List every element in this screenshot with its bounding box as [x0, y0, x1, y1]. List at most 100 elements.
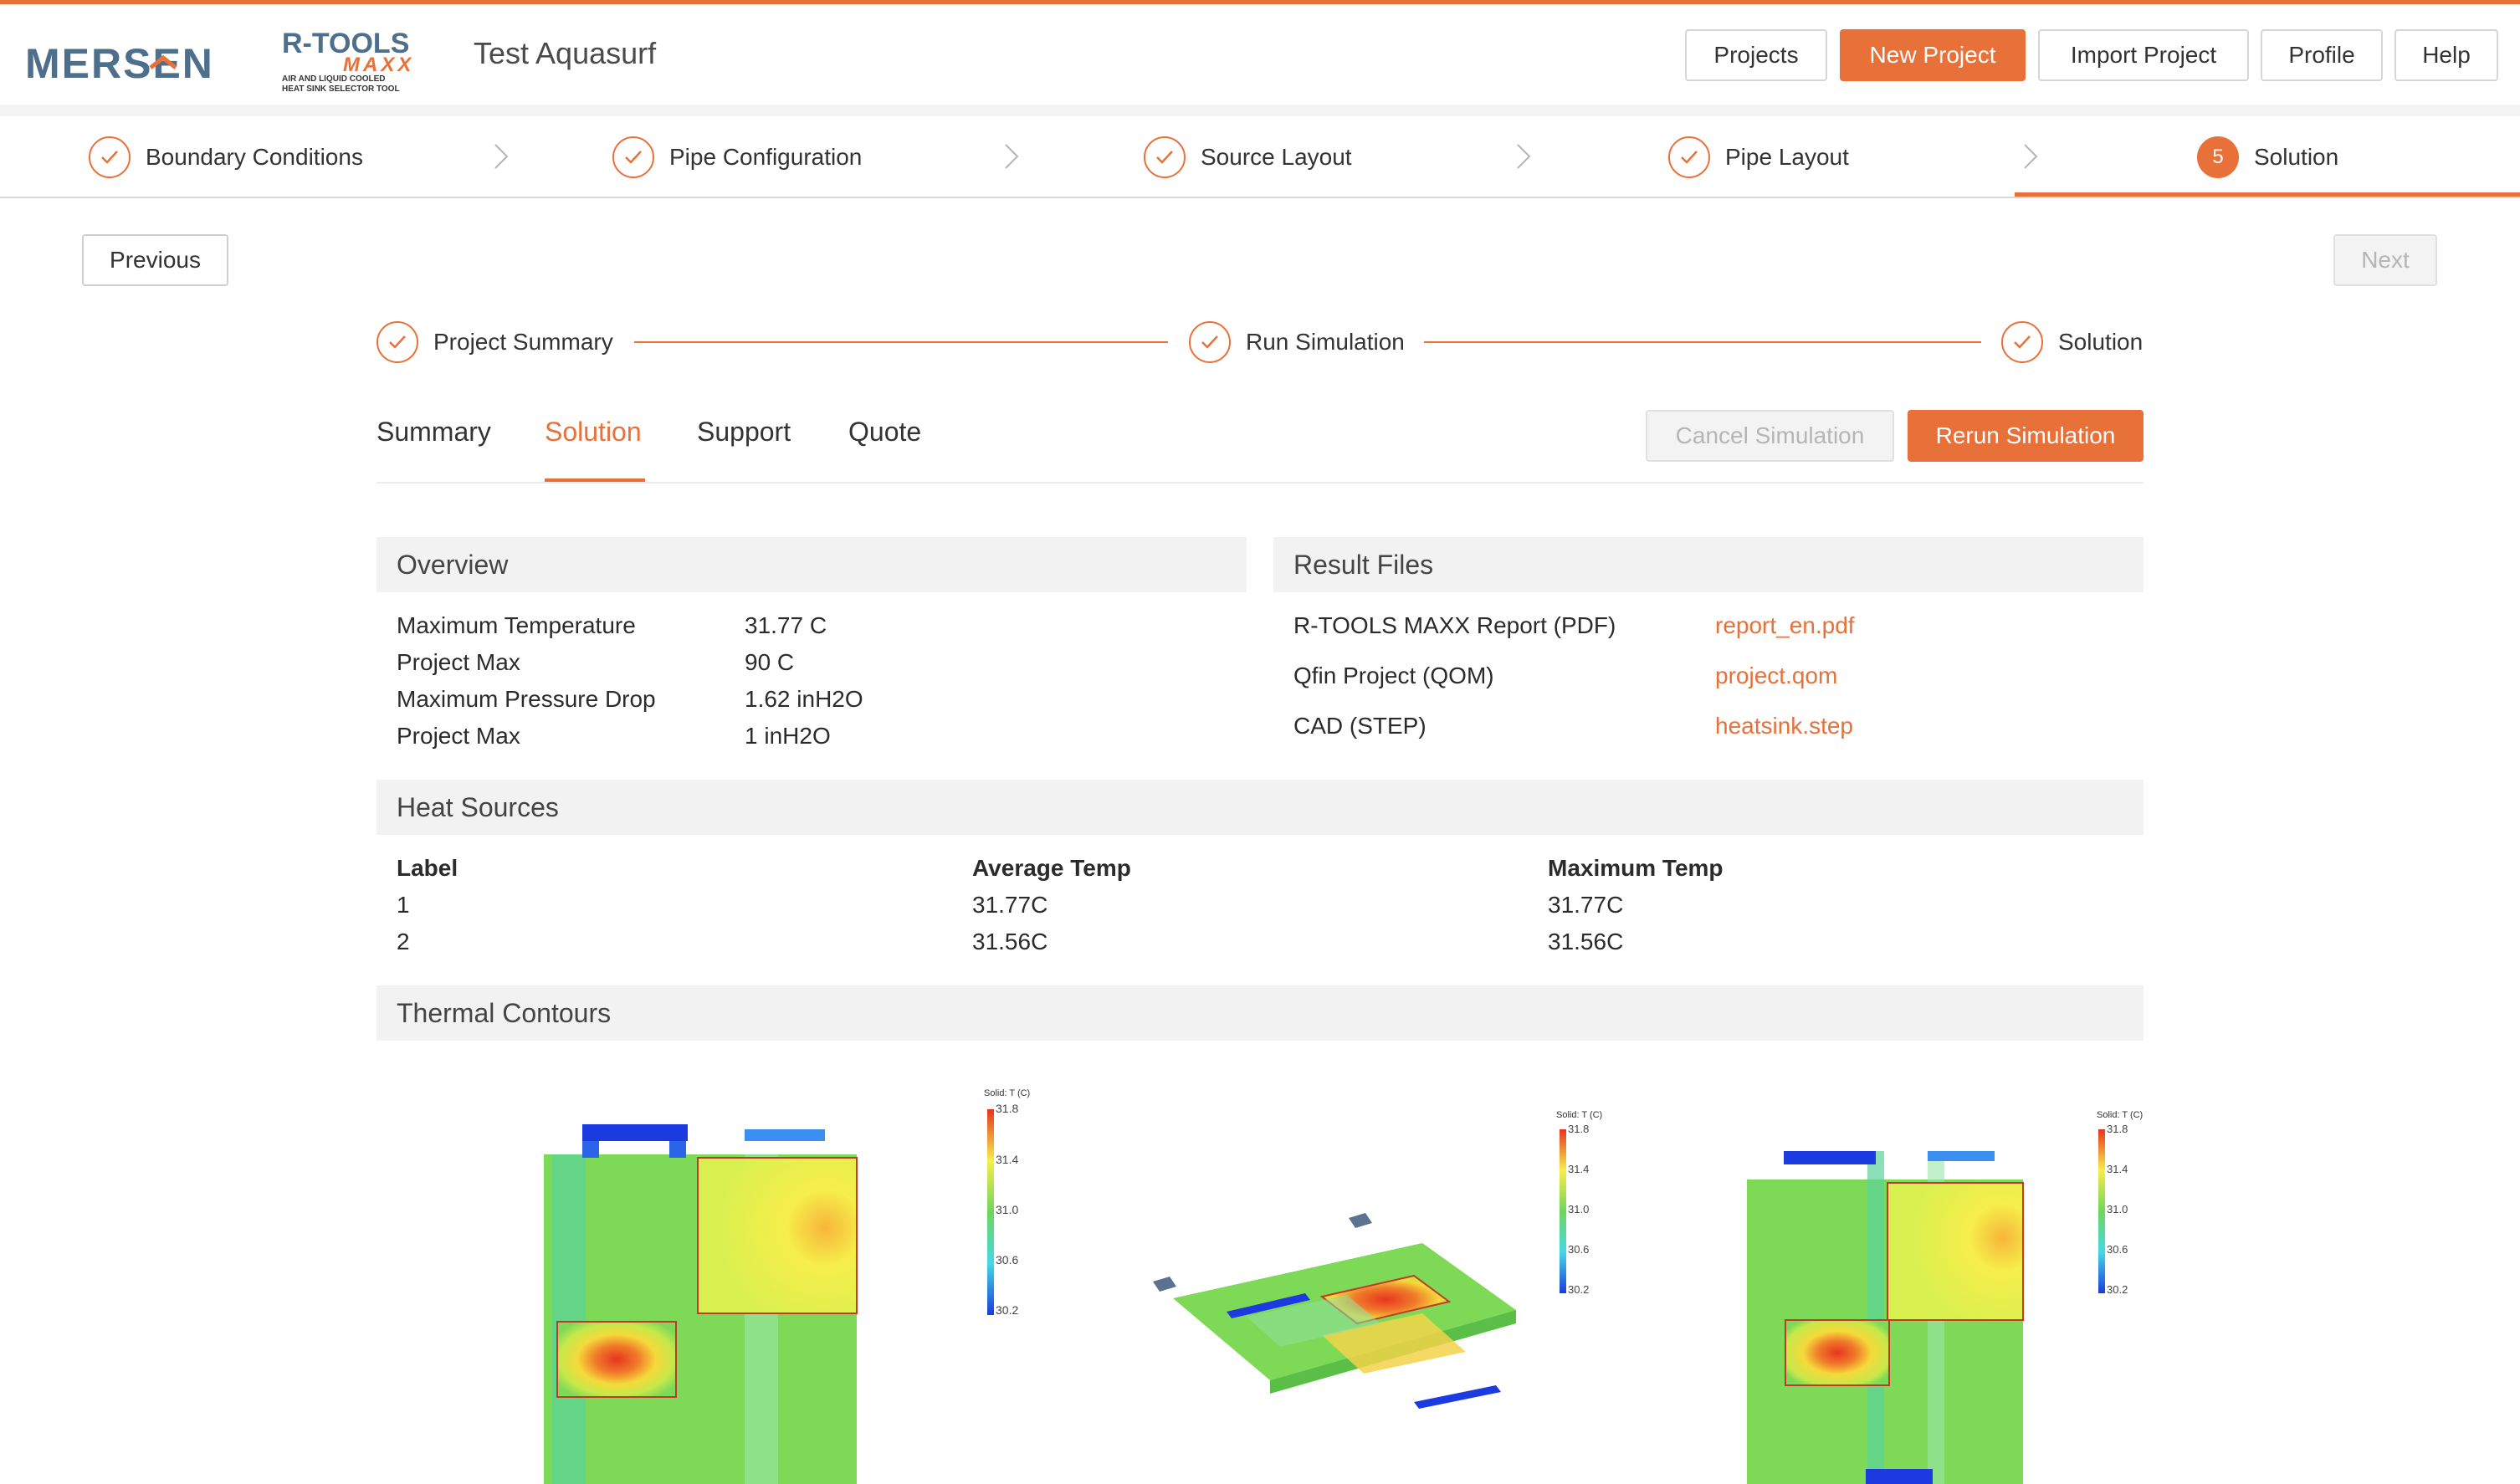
heat-sources-header: Heat Sources [376, 780, 2144, 835]
mersen-logo[interactable]: MERSEN [25, 34, 234, 93]
heat-source-1 [1785, 1319, 1890, 1386]
heat-source-avg: 31.77C [972, 892, 1048, 918]
wizard-step-source-layout[interactable]: Source Layout [1144, 116, 1352, 198]
wizard-steps: Boundary Conditions Pipe Configuration S… [0, 116, 2520, 198]
previous-button[interactable]: Previous [82, 234, 228, 286]
progress-step-solution[interactable]: Solution [2001, 321, 2143, 363]
wizard-step-boundary-conditions[interactable]: Boundary Conditions [89, 116, 363, 198]
new-project-button[interactable]: New Project [1840, 29, 2026, 81]
chevron-right-icon [1005, 144, 1019, 169]
top-accent-bar [0, 0, 2520, 4]
heat-source-label: 1 [397, 892, 410, 918]
project-qom-link[interactable]: project.qom [1715, 663, 1838, 688]
rtools-maxx-logo: R-TOOLS MAXX AIR AND LIQUID COOLED HEAT … [282, 28, 414, 94]
legend-tick: 31.8 [996, 1102, 1018, 1115]
report-pdf-link[interactable]: report_en.pdf [1715, 612, 1855, 638]
check-icon [1189, 321, 1231, 363]
result-files-header: Result Files [1273, 537, 2144, 592]
heat-source-avg: 31.56C [972, 929, 1048, 954]
heat-source-2 [697, 1157, 858, 1314]
result-file-label: R-TOOLS MAXX Report (PDF) [1293, 612, 1616, 638]
step-number-badge: 5 [2197, 136, 2239, 178]
heatsink-step-link[interactable]: heatsink.step [1715, 713, 1853, 739]
tab-support[interactable]: Support [697, 417, 791, 447]
app-header: MERSEN R-TOOLS MAXX AIR AND LIQUID COOLE… [0, 4, 2520, 105]
thermal-contour-top-view: Solid: T (C) 31.8 31.4 31.0 30.6 30.2 [544, 1088, 1030, 1484]
column-header-label: Label [397, 855, 458, 881]
header-divider [0, 105, 2520, 116]
legend-title: Solid: T (C) [984, 1088, 1030, 1098]
progress-step-run-simulation[interactable]: Run Simulation [1189, 321, 1405, 363]
legend-tick: 31.4 [996, 1153, 1018, 1166]
rerun-simulation-button[interactable]: Rerun Simulation [1908, 410, 2144, 462]
legend-colorbar [987, 1109, 994, 1315]
wizard-step-label: Source Layout [1201, 144, 1352, 170]
wizard-step-solution[interactable]: 5 Solution [2197, 116, 2338, 198]
overview-header: Overview [376, 537, 1247, 592]
legend-tick: 30.2 [1568, 1283, 1589, 1296]
check-icon [2001, 321, 2043, 363]
thermal-contours-header: Thermal Contours [376, 985, 2144, 1041]
legend-tick: 31.0 [996, 1203, 1018, 1216]
tab-quote[interactable]: Quote [848, 417, 922, 447]
legend-title: Solid: T (C) [1556, 1110, 1602, 1120]
legend-tick: 31.8 [2107, 1123, 2128, 1135]
legend-tick: 30.2 [2107, 1283, 2128, 1296]
overview-label: Maximum Temperature [397, 612, 636, 638]
tab-solution[interactable]: Solution [545, 417, 642, 447]
legend-tick: 30.6 [996, 1253, 1018, 1267]
overview-label: Project Max [397, 723, 520, 749]
overview-label: Project Max [397, 649, 520, 675]
legend-tick: 31.4 [1568, 1163, 1589, 1175]
result-file-label: Qfin Project (QOM) [1293, 663, 1494, 688]
logo-sub-text: MAXX [343, 54, 414, 76]
logo-tagline-2: HEAT SINK SELECTOR TOOL [282, 84, 400, 94]
chevron-right-icon [1517, 144, 1531, 169]
legend-tick: 30.6 [2107, 1243, 2128, 1256]
legend-tick: 31.0 [2107, 1203, 2128, 1215]
progress-connector [634, 341, 1168, 343]
legend-tick: 30.2 [996, 1303, 1018, 1317]
legend-title: Solid: T (C) [2097, 1110, 2143, 1120]
legend-tick: 30.6 [1568, 1243, 1589, 1256]
wizard-step-pipe-layout[interactable]: Pipe Layout [1668, 116, 1849, 198]
overview-value: 1 inH2O [745, 723, 831, 749]
import-project-button[interactable]: Import Project [2038, 29, 2249, 81]
wizard-active-indicator [2015, 192, 2520, 197]
check-icon [89, 136, 131, 178]
progress-connector [1424, 341, 1981, 343]
tab-summary[interactable]: Summary [376, 417, 491, 447]
legend-colorbar [1560, 1129, 1566, 1293]
wizard-step-pipe-configuration[interactable]: Pipe Configuration [612, 116, 862, 198]
progress-step-project-summary[interactable]: Project Summary [376, 321, 613, 363]
result-file-label: CAD (STEP) [1293, 713, 1426, 739]
legend-tick: 31.0 [1568, 1203, 1589, 1215]
cancel-simulation-button[interactable]: Cancel Simulation [1646, 410, 1894, 462]
progress-step-label: Project Summary [433, 329, 613, 355]
check-icon [1668, 136, 1710, 178]
wizard-step-label: Pipe Configuration [669, 144, 863, 170]
wizard-step-label: Pipe Layout [1725, 144, 1849, 170]
heat-source-1 [556, 1321, 677, 1398]
next-button[interactable]: Next [2333, 234, 2437, 286]
thermal-contour-alt-view: Solid: T (C) 31.8 31.4 31.0 30.6 30.2 [1747, 1110, 2143, 1484]
help-button[interactable]: Help [2395, 29, 2498, 81]
check-icon [612, 136, 654, 178]
profile-button[interactable]: Profile [2261, 29, 2383, 81]
progress-step-label: Run Simulation [1246, 329, 1405, 355]
heat-source-2 [1887, 1182, 2024, 1321]
check-icon [1144, 136, 1186, 178]
overview-value: 1.62 inH2O [745, 686, 863, 712]
tabs-divider [376, 482, 2144, 484]
svg-text:MERSEN: MERSEN [25, 40, 214, 87]
projects-button[interactable]: Projects [1685, 29, 1827, 81]
heat-source-max: 31.77C [1548, 892, 1624, 918]
chevron-right-icon [2024, 144, 2038, 169]
heat-source-label: 2 [397, 929, 410, 954]
heat-source-max: 31.56C [1548, 929, 1624, 954]
project-title: Test Aquasurf [474, 36, 657, 70]
legend-colorbar [2098, 1129, 2105, 1293]
overview-value: 90 C [745, 649, 795, 675]
logo-product-text: R-TOOLS [282, 28, 409, 59]
check-icon [376, 321, 418, 363]
